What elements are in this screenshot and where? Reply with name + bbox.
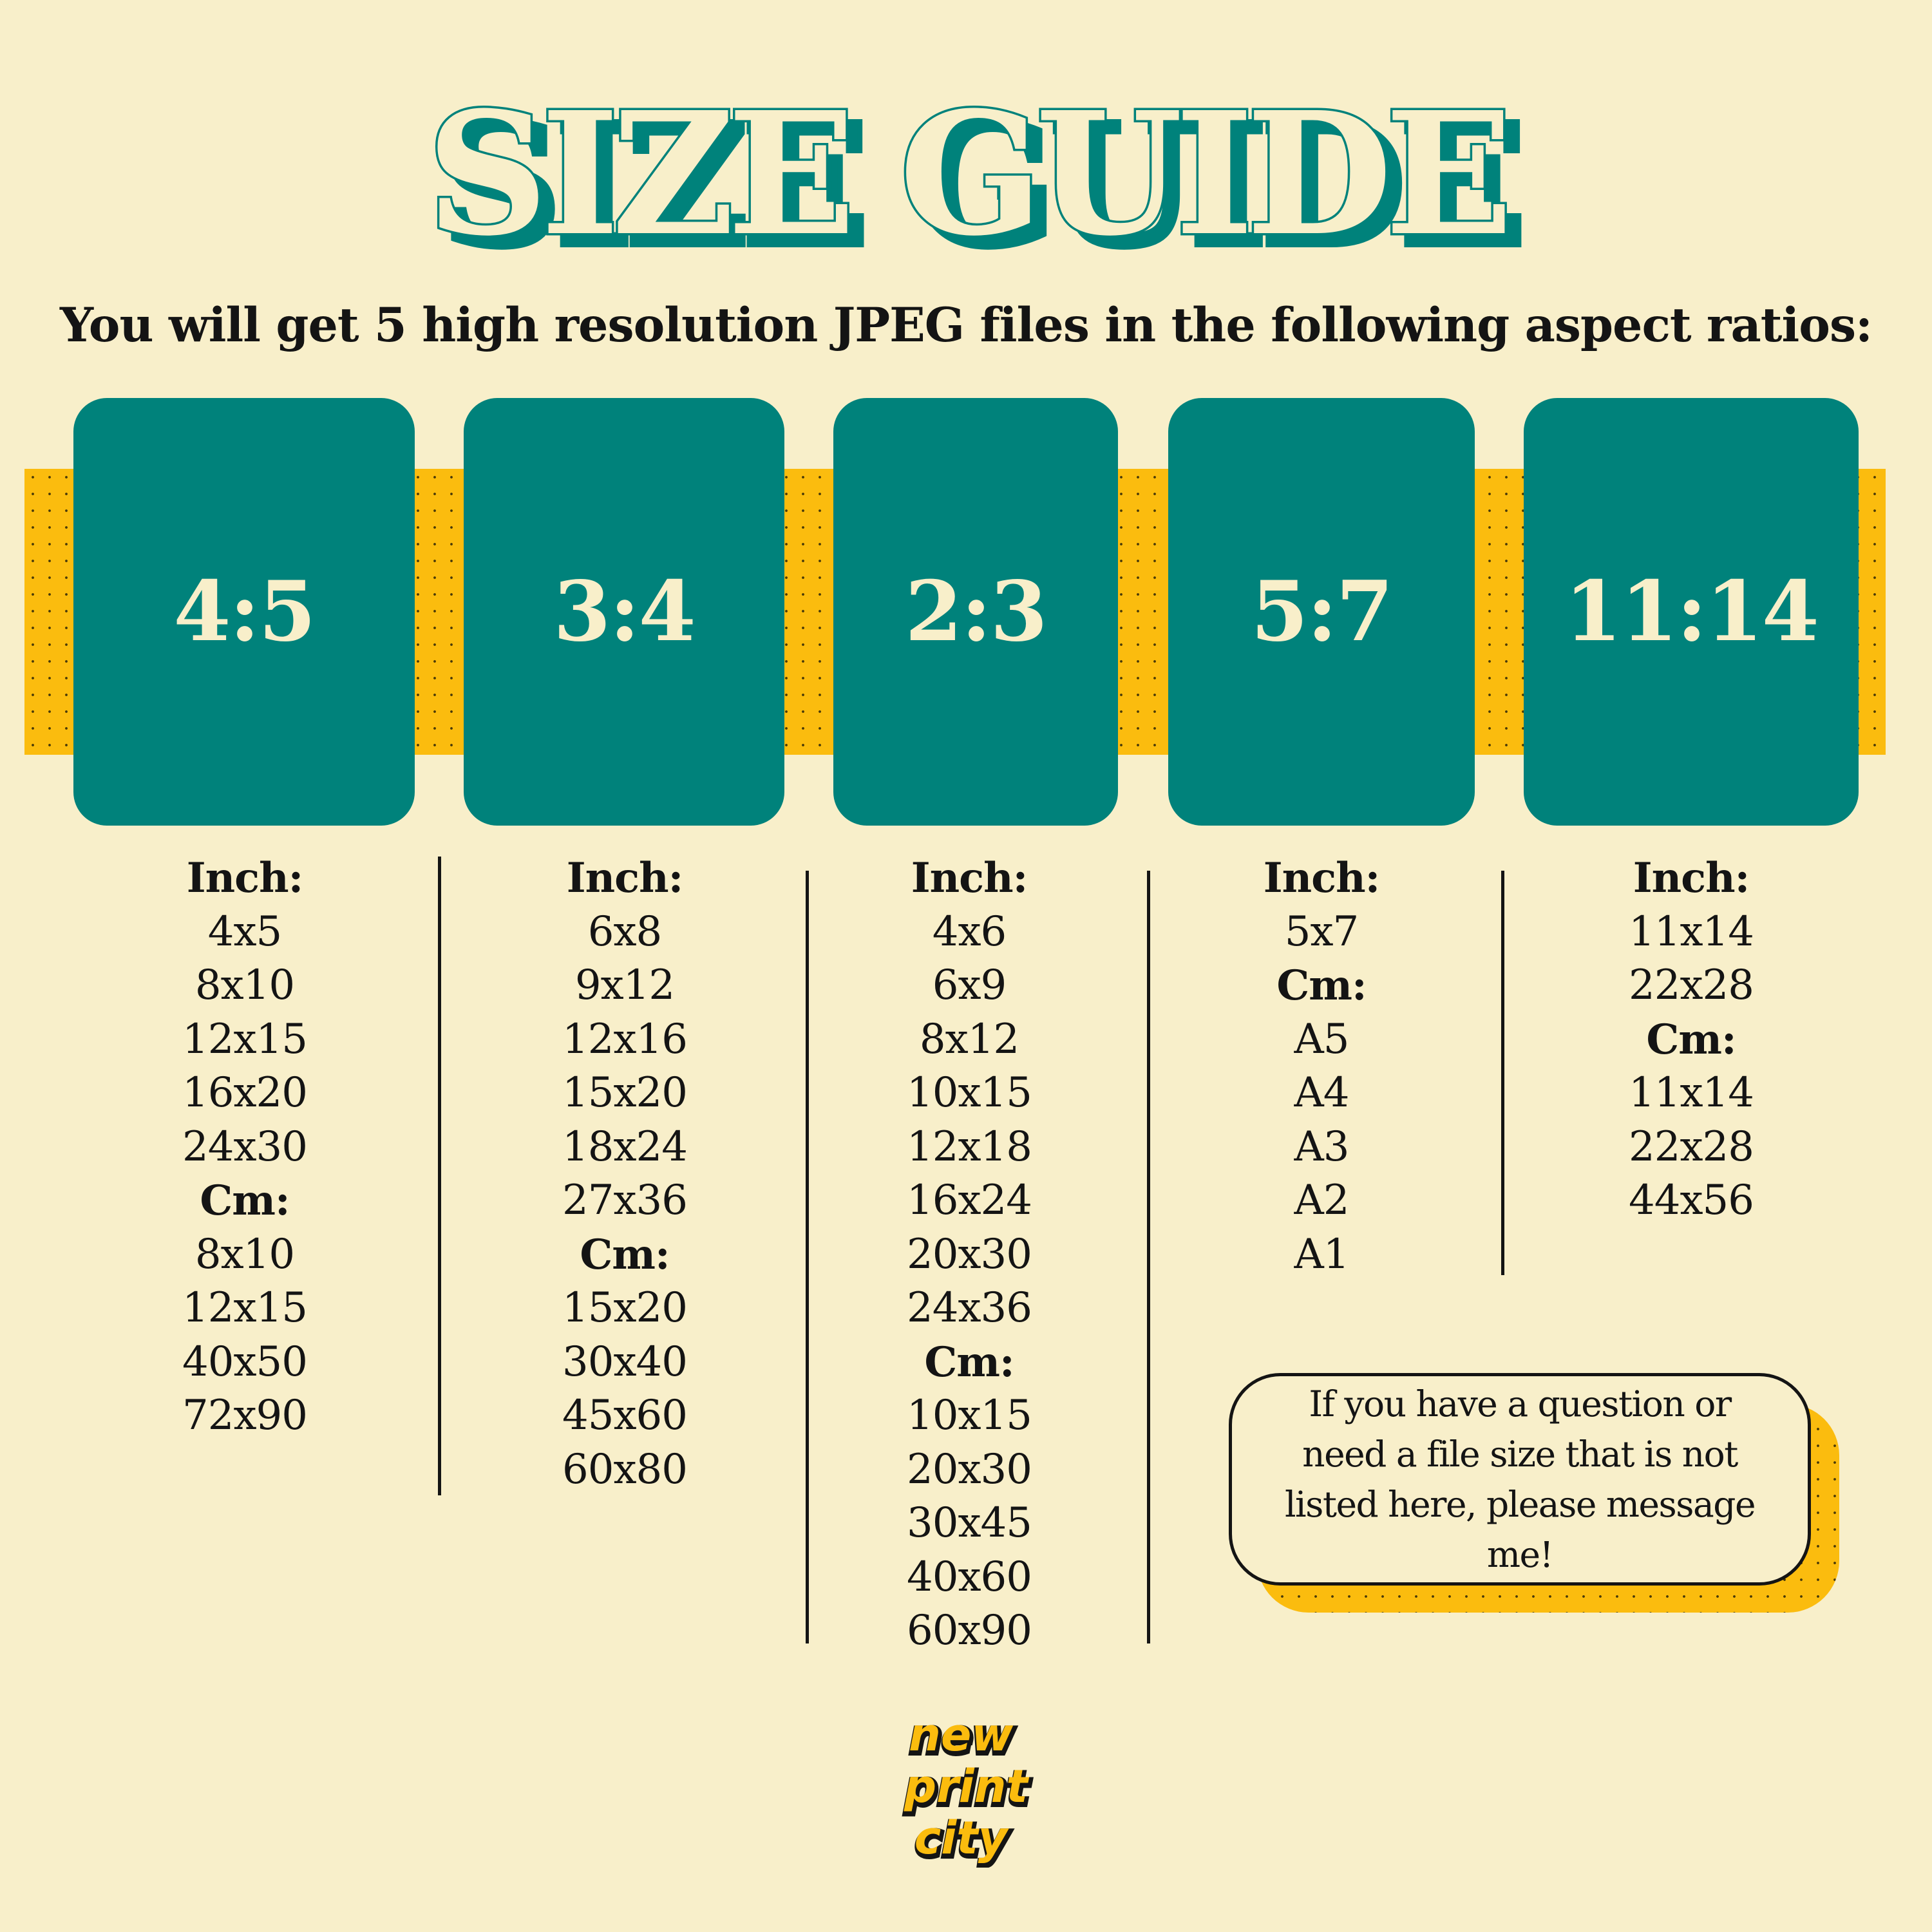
- size-value: 16x24: [907, 1177, 1032, 1224]
- size-value: 15x20: [562, 1069, 688, 1117]
- svg-text:city: city: [916, 1814, 1011, 1867]
- size-value: 72x90: [182, 1392, 308, 1439]
- size-value: 60x80: [562, 1445, 688, 1493]
- size-value: A2: [1294, 1177, 1350, 1224]
- ratio-card-3-4: 3:4: [464, 398, 784, 826]
- unit-heading: Inch:: [911, 854, 1028, 902]
- size-value: 40x50: [182, 1338, 308, 1386]
- size-value: 40x60: [907, 1553, 1032, 1601]
- column-divider: [806, 871, 809, 1643]
- svg-text:print: print: [905, 1763, 1030, 1815]
- svg-text:new: new: [909, 1709, 1013, 1761]
- unit-heading: Cm:: [1276, 961, 1367, 1010]
- size-value: 30x45: [907, 1499, 1032, 1547]
- column-divider: [1147, 871, 1150, 1643]
- unit-heading: Cm:: [580, 1230, 670, 1279]
- svg-text:city: city: [914, 1812, 1010, 1864]
- size-value: 27x36: [562, 1177, 688, 1224]
- ratio-label: 5:7: [1251, 564, 1393, 660]
- size-value: 8x10: [194, 961, 295, 1009]
- subtitle: You will get 5 high resolution JPEG file…: [60, 298, 1873, 353]
- size-column-4-5: Inch: 4x5 8x10 12x15 16x20 24x30 Cm: 8x10 12x15 4…: [109, 851, 380, 1443]
- size-value: A3: [1294, 1122, 1350, 1171]
- size-value: 22x28: [1629, 1122, 1754, 1171]
- size-value: 12x18: [907, 1122, 1032, 1171]
- size-value: 45x60: [562, 1392, 688, 1439]
- column-divider: [438, 857, 441, 1495]
- size-value: 12x16: [562, 1015, 688, 1063]
- size-value: 44x56: [1629, 1177, 1754, 1224]
- title-text: SIZE GUIDE: [426, 75, 1506, 273]
- svg-text:print: print: [904, 1760, 1029, 1813]
- ratio-label: 4:5: [173, 564, 316, 660]
- size-value: 15x20: [562, 1284, 688, 1332]
- svg-text:new: new: [910, 1711, 1014, 1764]
- page-title: SIZE GUIDE SIZE GUIDE: [424, 73, 1531, 284]
- ratio-card-5-7: 5:7: [1168, 398, 1475, 826]
- unit-heading: Inch:: [566, 854, 684, 902]
- size-value: A4: [1294, 1069, 1350, 1117]
- title-shadow: SIZE GUIDE: [440, 86, 1520, 283]
- size-value: 60x90: [907, 1607, 1032, 1654]
- size-value: 9x12: [574, 961, 675, 1009]
- size-value: 24x30: [182, 1122, 308, 1171]
- size-value: 11x14: [1629, 1069, 1754, 1117]
- new-print-city-logo: new new print print city city: [902, 1709, 1033, 1868]
- size-value: 18x24: [562, 1122, 688, 1171]
- ratio-label: 11:14: [1564, 564, 1819, 660]
- size-value: 8x10: [194, 1230, 295, 1278]
- unit-heading: Cm:: [200, 1177, 290, 1225]
- note-text: If you have a question or need a file si…: [1284, 1383, 1756, 1575]
- unit-heading: Inch:: [1633, 854, 1750, 902]
- size-value: 24x36: [907, 1284, 1032, 1332]
- size-value: 10x15: [907, 1069, 1032, 1117]
- size-column-3-4: Inch: 6x8 9x12 12x16 15x20 18x24 27x36 Cm: 15x20…: [489, 851, 760, 1497]
- column-divider: [1501, 871, 1504, 1275]
- ratio-label: 2:3: [905, 564, 1047, 660]
- size-column-5-7: Inch: 5x7 Cm: A5 A4 A3 A2 A1: [1186, 851, 1457, 1282]
- size-column-11-14: Inch: 11x14 22x28 Cm: 11x14 22x28 44x56: [1556, 851, 1826, 1228]
- size-value: A5: [1294, 1015, 1350, 1063]
- size-column-2-3: Inch: 4x6 6x9 8x12 10x15 12x18 16x24 20x30 24x36…: [834, 851, 1104, 1658]
- size-value: 4x5: [207, 907, 283, 956]
- unit-heading: Cm:: [1646, 1015, 1736, 1064]
- size-value: 16x20: [182, 1069, 308, 1117]
- size-value: 11x14: [1629, 907, 1754, 956]
- size-value: 10x15: [907, 1392, 1032, 1439]
- size-value: 22x28: [1629, 961, 1754, 1009]
- size-value: 30x40: [562, 1338, 688, 1386]
- ratio-card-4-5: 4:5: [73, 398, 415, 826]
- ratio-label: 3:4: [553, 564, 696, 660]
- size-value: 4x6: [932, 907, 1007, 956]
- ratio-card-2-3: 2:3: [833, 398, 1118, 826]
- size-value: A1: [1294, 1230, 1350, 1278]
- size-value: 12x15: [182, 1284, 308, 1332]
- unit-heading: Inch:: [1263, 854, 1381, 902]
- size-value: 20x30: [907, 1230, 1032, 1278]
- size-value: 6x9: [932, 961, 1007, 1009]
- unit-heading: Inch:: [186, 854, 304, 902]
- unit-heading: Cm:: [924, 1338, 1014, 1387]
- size-value: 20x30: [907, 1445, 1032, 1493]
- size-value: 5x7: [1284, 907, 1359, 956]
- size-value: 12x15: [182, 1015, 308, 1063]
- size-value: 6x8: [587, 907, 663, 956]
- note-box: If you have a question or need a file si…: [1229, 1373, 1811, 1586]
- ratio-card-11-14: 11:14: [1524, 398, 1859, 826]
- size-value: 8x12: [919, 1015, 1019, 1063]
